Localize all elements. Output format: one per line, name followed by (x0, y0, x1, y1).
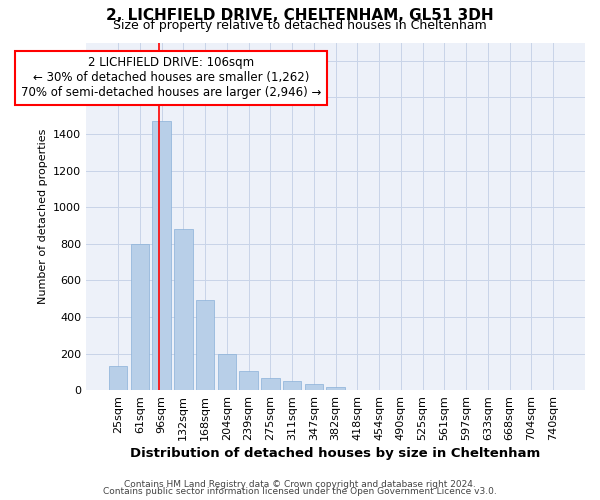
Bar (326, 386, 345, 390)
Text: Contains public sector information licensed under the Open Government Licence v3: Contains public sector information licen… (103, 488, 497, 496)
Bar (174, 229, 193, 390)
Bar (218, 354, 236, 390)
Y-axis label: Number of detached properties: Number of detached properties (38, 128, 47, 304)
X-axis label: Distribution of detached houses by size in Cheltenham: Distribution of detached houses by size … (130, 447, 541, 460)
Bar (131, 244, 149, 390)
Bar (196, 300, 214, 390)
Text: Size of property relative to detached houses in Cheltenham: Size of property relative to detached ho… (113, 19, 487, 32)
Bar (109, 366, 127, 390)
Text: Contains HM Land Registry data © Crown copyright and database right 2024.: Contains HM Land Registry data © Crown c… (124, 480, 476, 489)
Text: 2 LICHFIELD DRIVE: 106sqm
← 30% of detached houses are smaller (1,262)
70% of se: 2 LICHFIELD DRIVE: 106sqm ← 30% of detac… (21, 56, 321, 100)
Bar (152, 121, 171, 390)
Bar (283, 381, 301, 390)
Bar (239, 371, 258, 390)
Bar (261, 378, 280, 390)
Text: 2, LICHFIELD DRIVE, CHELTENHAM, GL51 3DH: 2, LICHFIELD DRIVE, CHELTENHAM, GL51 3DH (106, 8, 494, 22)
Bar (305, 384, 323, 390)
